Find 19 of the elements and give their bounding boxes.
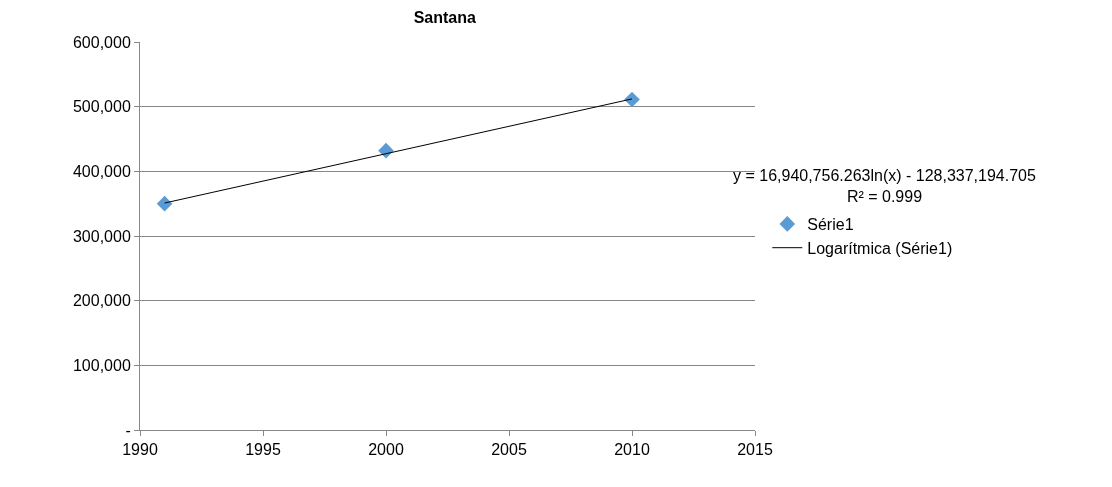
x-tick-label: 2005 — [491, 441, 527, 459]
legend-label: Série1 — [807, 216, 854, 234]
x-tick-label: 1995 — [245, 441, 281, 459]
point — [624, 91, 640, 108]
annotation: y = 16,940,756.263ln(x) - 128,337,194.705 R² = 0.999 — [733, 167, 1036, 205]
x-tick-label: 1990 — [122, 441, 158, 459]
y-tick-label: 500,000 — [72, 98, 131, 116]
legend-label: Logarítmica (Série1) — [807, 239, 953, 257]
point — [156, 195, 173, 212]
y-tick-label: 400,000 — [72, 162, 131, 180]
chart-title: Santana — [413, 9, 477, 27]
y-tick-label: 100,000 — [72, 356, 131, 374]
x-tick-label: 2010 — [614, 441, 650, 459]
y-tick-label: 200,000 — [72, 292, 131, 310]
x-tick-label: 2015 — [737, 441, 773, 459]
y-tick-label: 300,000 — [72, 227, 131, 245]
y-tick-label: 600,000 — [72, 33, 131, 51]
x-tick-label: 2000 — [368, 441, 404, 459]
y-tick-label: - — [125, 421, 131, 439]
